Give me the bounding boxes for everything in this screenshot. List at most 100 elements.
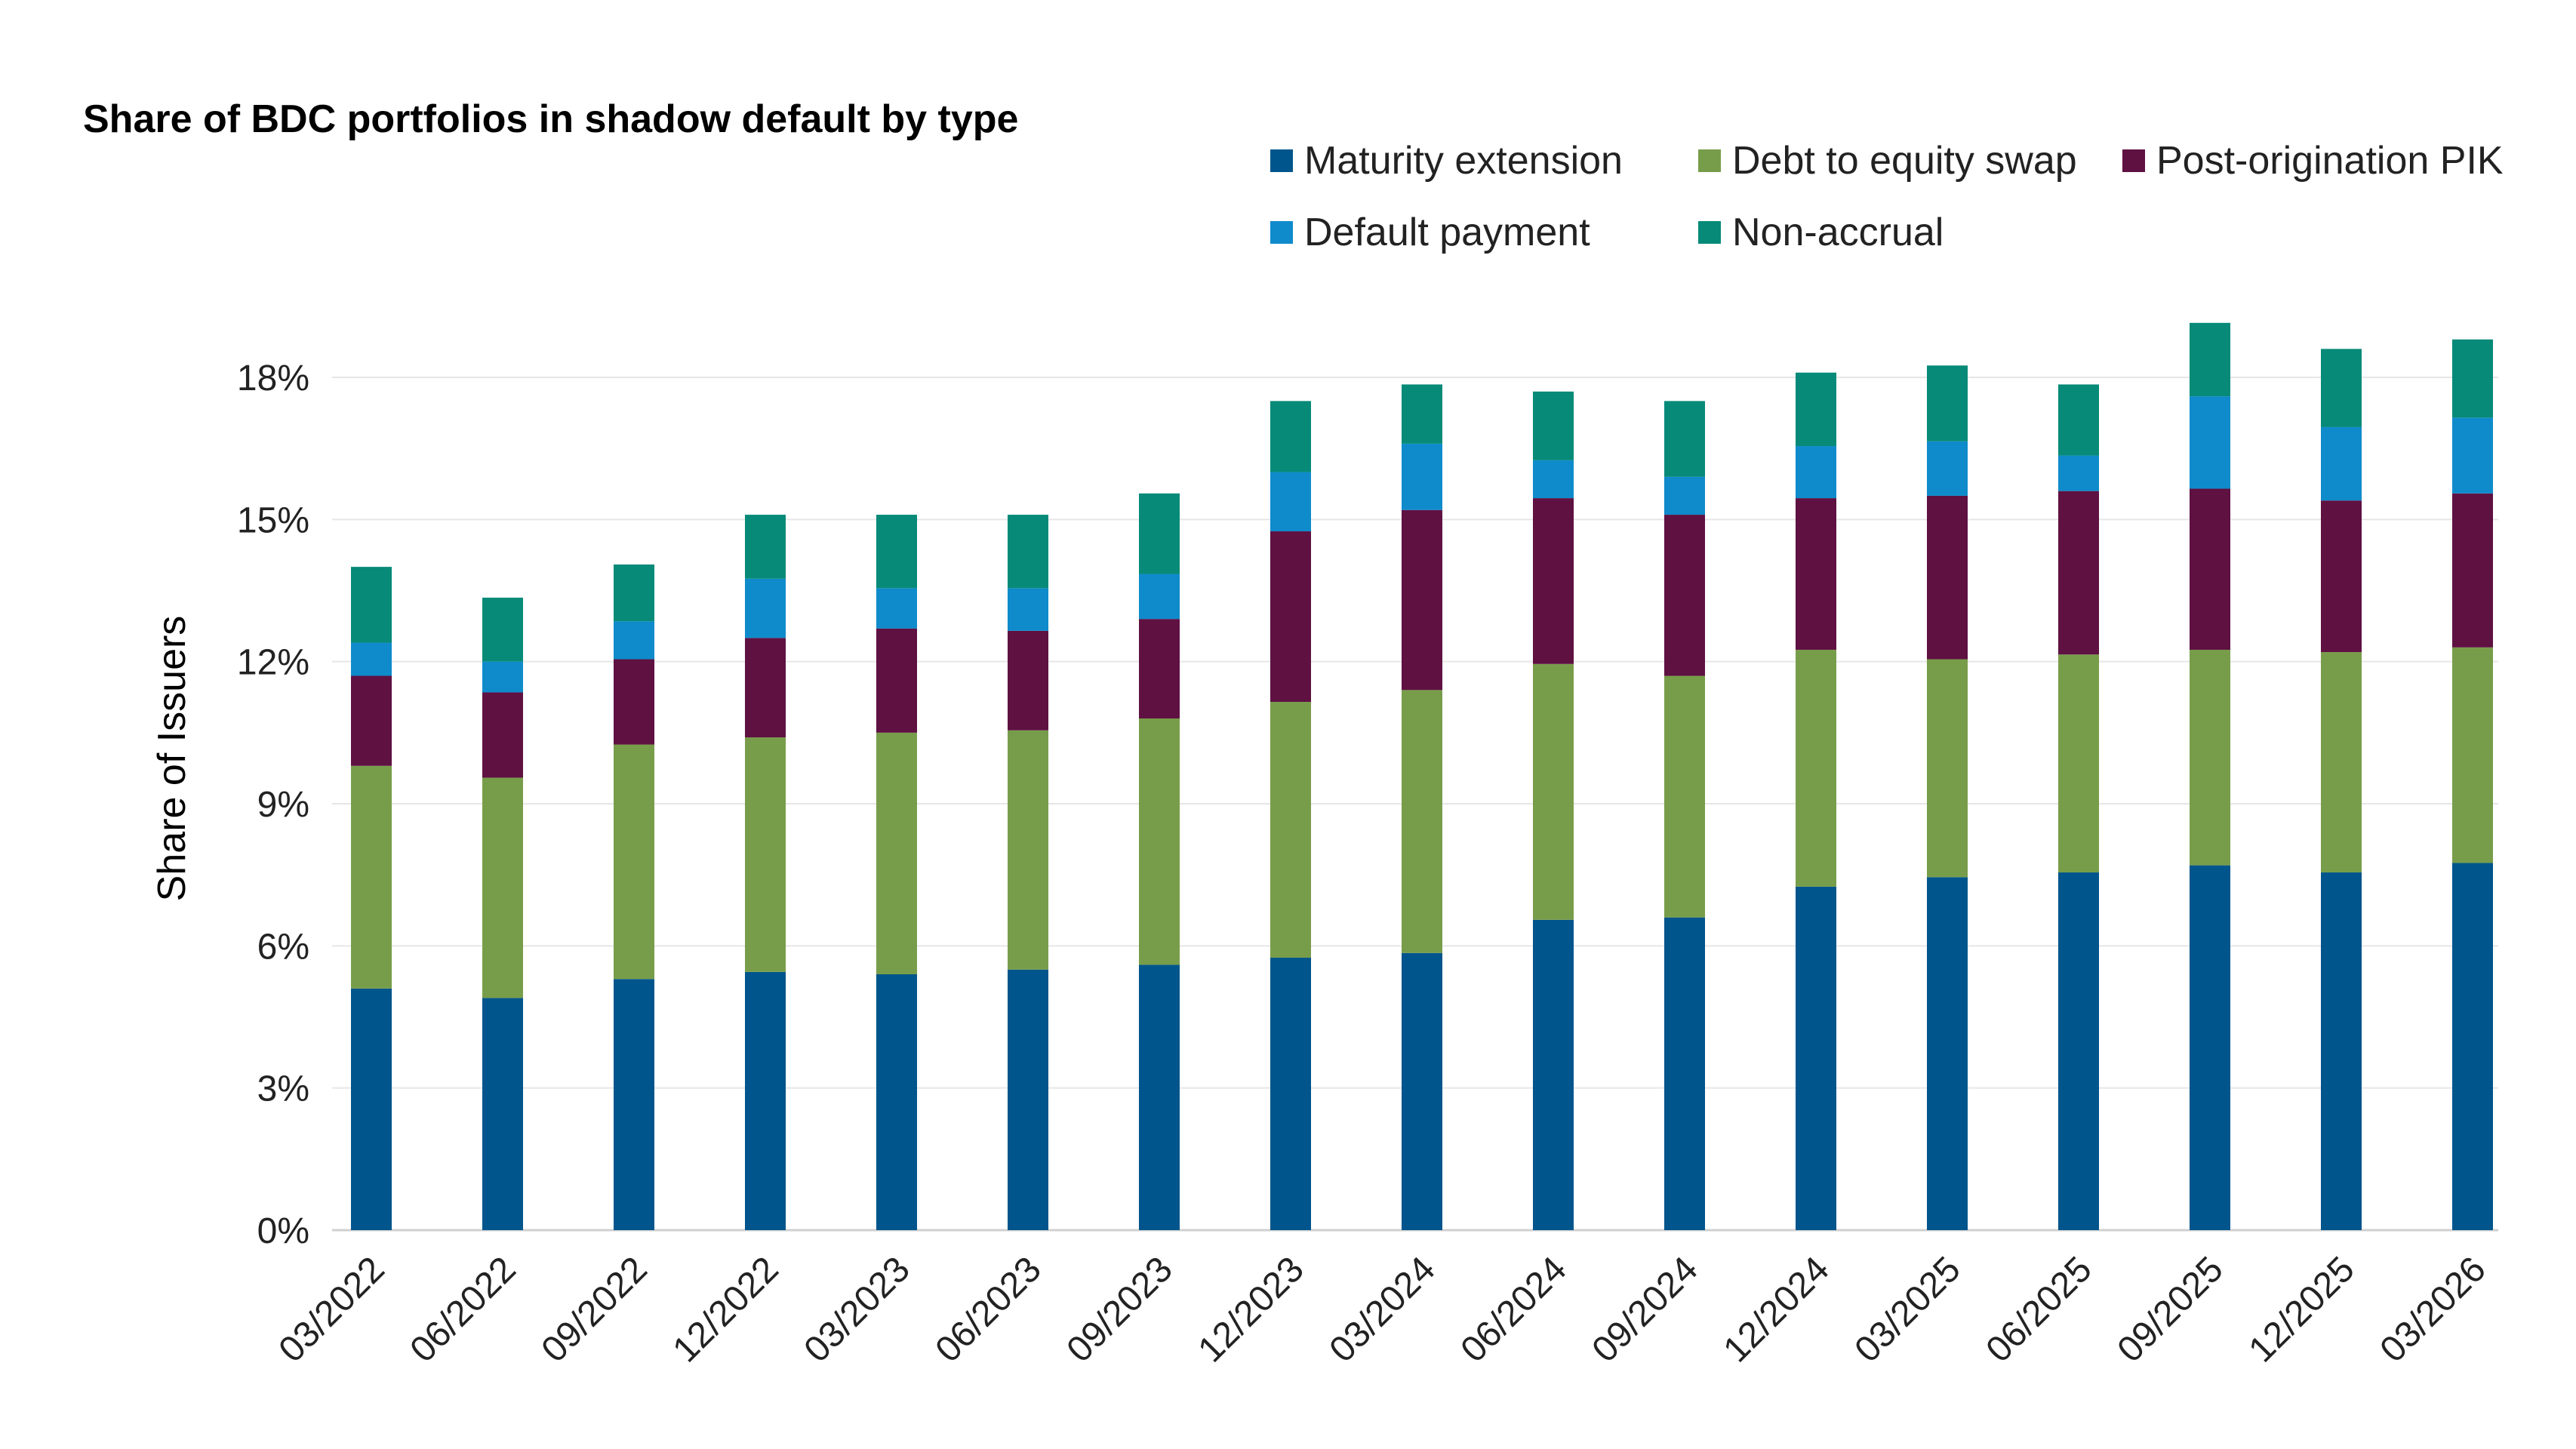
legend-label: Maturity extension	[1304, 139, 1623, 183]
bar-segment-maturity-extension	[351, 988, 392, 1230]
bar-segment-maturity-extension	[2452, 863, 2493, 1230]
bar-segment-post-origination-pik	[745, 638, 786, 738]
bar-segment-default-payment	[614, 621, 654, 660]
bar-segment-non-accrual	[745, 515, 786, 579]
bar-segment-default-payment	[2321, 426, 2362, 501]
x-tick-label: 12/2025	[2242, 1249, 2362, 1370]
bar-segment-post-origination-pik	[614, 659, 654, 745]
x-tick-label: 03/2024	[1322, 1249, 1443, 1370]
bar-stack-03-2025	[1927, 365, 1968, 1230]
legend-label: Debt to equity swap	[1732, 139, 2077, 183]
x-tick-label: 09/2023	[1060, 1249, 1180, 1370]
x-axis-ticks: 03/2022 06/2022 09/2022 12/2022 03/2023 06/20…	[272, 1249, 2494, 1370]
x-tick-label: 03/2023	[797, 1249, 918, 1370]
bar-segment-debt-to-equity-swap	[1008, 730, 1048, 970]
bar-segment-post-origination-pik	[2190, 488, 2230, 650]
y-axis-label: Share of Issuers	[150, 616, 194, 902]
bar-segment-non-accrual	[2321, 349, 2362, 427]
legend-swatch	[2122, 149, 2145, 172]
x-tick-label: 03/2022	[272, 1249, 392, 1370]
bar-segment-maturity-extension	[1664, 917, 1705, 1230]
y-tick-label: 9%	[257, 785, 309, 825]
x-tick-label: 12/2023	[1191, 1249, 1312, 1370]
bar-segment-post-origination-pik	[876, 628, 917, 733]
bar-segment-debt-to-equity-swap	[1664, 675, 1705, 918]
bar-segment-post-origination-pik	[2058, 491, 2099, 655]
bar-segment-default-payment	[1533, 460, 1574, 499]
bar-segment-default-payment	[2058, 455, 2099, 491]
x-tick-label: 03/2026	[2373, 1249, 2494, 1370]
legend-item-non-accrual: Non-accrual	[1698, 211, 1944, 254]
y-tick-label: 0%	[257, 1211, 309, 1251]
bar-segment-non-accrual	[876, 515, 917, 589]
bar-segment-debt-to-equity-swap	[482, 777, 523, 998]
bar-segment-debt-to-equity-swap	[1927, 659, 1968, 878]
bar-segment-post-origination-pik	[1796, 498, 1836, 650]
x-tick-label: 06/2025	[1979, 1249, 2100, 1370]
bar-segment-non-accrual	[1927, 365, 1968, 441]
bar-stack-06-2023	[1008, 515, 1048, 1230]
bar-segment-maturity-extension	[1402, 952, 1442, 1230]
bar-segment-debt-to-equity-swap	[1533, 663, 1574, 920]
bar-segment-debt-to-equity-swap	[876, 732, 917, 974]
legend-item-post-origination-pik: Post-origination PIK	[2122, 139, 2504, 183]
bar-segment-non-accrual	[1270, 401, 1311, 472]
bar-stack-12-2023	[1270, 401, 1311, 1230]
bar-segment-default-payment	[1008, 588, 1048, 631]
legend: Maturity extension Debt to equity swap P…	[1270, 139, 2504, 254]
bar-stack-09-2022	[614, 564, 654, 1230]
bar-stack-03-2022	[351, 567, 392, 1230]
bar-stack-09-2024	[1664, 401, 1705, 1230]
legend-label: Default payment	[1304, 211, 1590, 254]
bar-segment-default-payment	[2190, 396, 2230, 489]
bar-segment-maturity-extension	[876, 974, 917, 1230]
bar-segment-debt-to-equity-swap	[2452, 647, 2493, 863]
x-tick-label: 06/2022	[403, 1249, 524, 1370]
legend-swatch	[1698, 149, 1721, 172]
bar-segment-maturity-extension	[1533, 919, 1574, 1230]
bar-segment-maturity-extension	[745, 971, 786, 1230]
bar-segment-maturity-extension	[482, 998, 523, 1230]
bar-segment-default-payment	[482, 661, 523, 693]
x-tick-label: 12/2024	[1716, 1249, 1837, 1370]
legend-item-default-payment: Default payment	[1270, 211, 1590, 254]
y-axis-ticks: 0% 3% 6% 9% 12% 15% 18%	[237, 358, 309, 1251]
bar-stack-03-2023	[876, 515, 917, 1230]
bar-segment-maturity-extension	[1008, 969, 1048, 1230]
bar-segment-debt-to-equity-swap	[2190, 649, 2230, 866]
y-tick-label: 3%	[257, 1069, 309, 1109]
bar-segment-debt-to-equity-swap	[1796, 649, 1836, 887]
bar-segment-post-origination-pik	[1008, 630, 1048, 731]
bar-segment-non-accrual	[351, 567, 392, 643]
y-tick-label: 18%	[237, 358, 309, 398]
bar-segment-default-payment	[876, 588, 917, 629]
bar-segment-default-payment	[1270, 472, 1311, 532]
bar-segment-debt-to-equity-swap	[614, 744, 654, 980]
bar-segment-non-accrual	[614, 564, 654, 622]
bar-segment-default-payment	[2452, 417, 2493, 494]
bar-segment-maturity-extension	[2321, 872, 2362, 1230]
bar-segment-debt-to-equity-swap	[1139, 718, 1180, 965]
bar-segment-debt-to-equity-swap	[2321, 652, 2362, 873]
bar-stack-06-2025	[2058, 384, 2099, 1230]
bar-segment-default-payment	[745, 578, 786, 638]
bar-segment-debt-to-equity-swap	[2058, 654, 2099, 873]
bar-segment-maturity-extension	[1796, 886, 1836, 1230]
bar-segment-post-origination-pik	[1139, 619, 1180, 718]
bar-segment-post-origination-pik	[1270, 531, 1311, 703]
bar-segment-maturity-extension	[1270, 958, 1311, 1230]
bar-stack-03-2026	[2452, 339, 2493, 1230]
bar-segment-post-origination-pik	[1533, 498, 1574, 664]
bar-segment-non-accrual	[482, 597, 523, 662]
y-tick-label: 12%	[237, 643, 309, 683]
bar-segment-post-origination-pik	[482, 692, 523, 778]
bar-segment-post-origination-pik	[2452, 493, 2493, 648]
bar-segment-default-payment	[1927, 441, 1968, 496]
bar-stack-06-2022	[482, 597, 523, 1230]
legend-item-maturity-extension: Maturity extension	[1270, 139, 1623, 183]
bar-segment-non-accrual	[1402, 384, 1442, 444]
legend-item-debt-to-equity-swap: Debt to equity swap	[1698, 139, 2077, 183]
bars	[351, 322, 2493, 1230]
bar-segment-default-payment	[1402, 443, 1442, 510]
